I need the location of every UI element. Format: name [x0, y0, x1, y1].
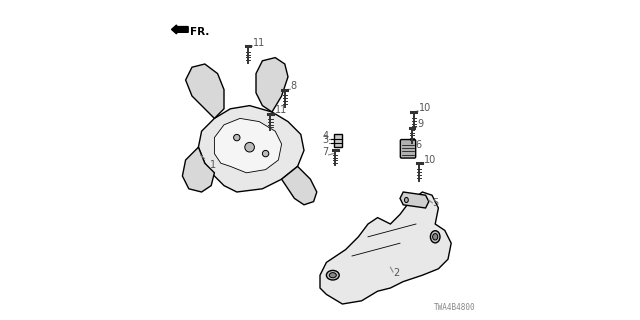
- Ellipse shape: [430, 231, 440, 243]
- Polygon shape: [186, 64, 224, 118]
- Text: FR.: FR.: [191, 27, 210, 37]
- Ellipse shape: [330, 273, 337, 278]
- Text: 9: 9: [417, 119, 423, 129]
- Polygon shape: [282, 166, 317, 205]
- Text: 6: 6: [415, 140, 422, 150]
- Polygon shape: [182, 147, 214, 192]
- Text: 8: 8: [291, 81, 297, 91]
- Ellipse shape: [326, 270, 339, 280]
- Text: 10: 10: [424, 155, 436, 164]
- Polygon shape: [214, 118, 282, 173]
- Text: 4: 4: [322, 131, 328, 141]
- Text: 11: 11: [253, 38, 265, 48]
- Text: 7: 7: [322, 147, 328, 157]
- Polygon shape: [198, 106, 304, 192]
- Polygon shape: [256, 58, 288, 112]
- Ellipse shape: [433, 234, 438, 240]
- Ellipse shape: [244, 142, 255, 152]
- Ellipse shape: [262, 150, 269, 157]
- Text: 2: 2: [394, 268, 400, 278]
- Text: 3: 3: [322, 135, 328, 145]
- Text: TWA4B4800: TWA4B4800: [433, 303, 475, 312]
- Text: 5: 5: [433, 198, 439, 208]
- Ellipse shape: [404, 197, 408, 203]
- FancyBboxPatch shape: [401, 140, 416, 158]
- Polygon shape: [320, 192, 451, 304]
- Text: 1: 1: [200, 155, 216, 170]
- Ellipse shape: [234, 134, 240, 141]
- Polygon shape: [334, 134, 342, 147]
- Polygon shape: [400, 192, 429, 208]
- FancyArrow shape: [172, 25, 188, 34]
- Text: 11: 11: [275, 105, 287, 115]
- Text: 10: 10: [419, 103, 431, 113]
